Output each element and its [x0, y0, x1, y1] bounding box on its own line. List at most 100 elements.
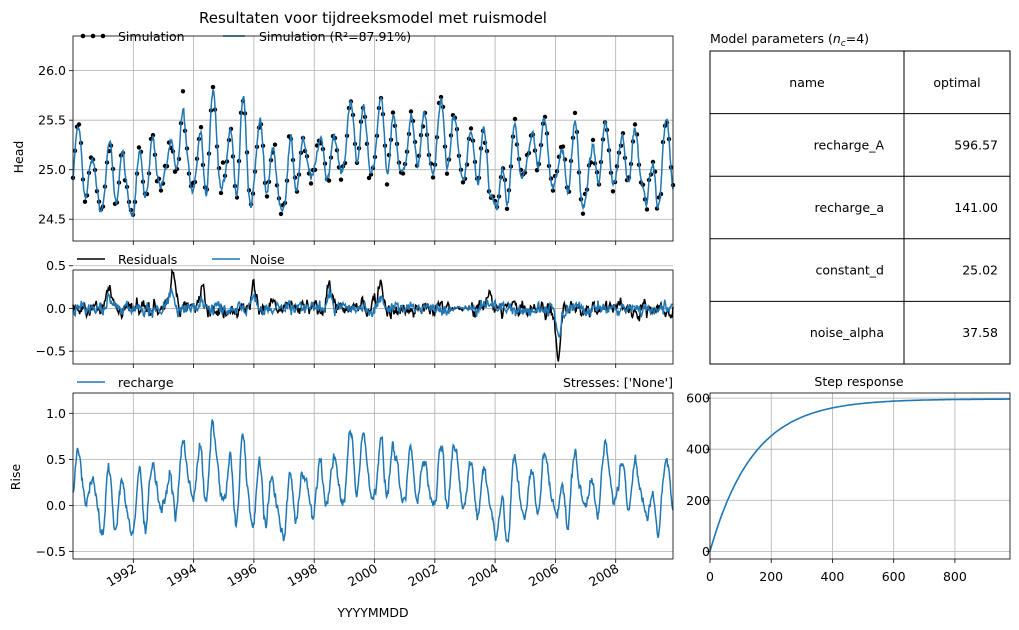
legend-label-recharge: recharge	[118, 375, 174, 390]
head-observation-point	[218, 190, 224, 196]
step-ytick-label: 600	[686, 391, 710, 406]
residuals-legend: Residuals Noise	[77, 252, 285, 267]
recharge-xlabel: YYYYMMDD	[336, 605, 408, 620]
head-observation-point	[180, 89, 186, 94]
head-observation-point	[430, 175, 436, 180]
noise-line	[72, 286, 674, 339]
recharge-ytick-label: 0.0	[46, 498, 66, 513]
step-xtick-label: 400	[821, 569, 845, 584]
step-ytick-label: 0	[702, 544, 710, 559]
residuals-axes-frame	[72, 269, 674, 365]
head-ytick-label: 24.5	[38, 212, 66, 227]
recharge-xtick-label: 1992	[104, 561, 139, 590]
table-border	[709, 50, 1011, 365]
head-legend: Simulation Simulation (R²=87.91%)	[80, 29, 411, 44]
recharge-line	[72, 419, 674, 544]
residuals-ytick-label: 0.0	[46, 301, 66, 316]
head-observation-point	[384, 182, 390, 187]
head-ytick-label: 26.0	[38, 63, 66, 78]
head-observation-point	[460, 180, 466, 185]
residuals-panel: Residuals Noise −0.5 0.0 0.5	[36, 252, 674, 368]
recharge-ylabel: Rise	[8, 464, 23, 491]
head-observation-point	[82, 199, 88, 204]
head-observation-point	[504, 206, 510, 211]
step-ytick-label: 400	[686, 442, 710, 457]
head-observations	[70, 84, 676, 217]
head-axes-frame	[72, 35, 674, 242]
legend-label-simulation-fit: Simulation (R²=87.91%)	[259, 29, 411, 44]
head-observation-point	[550, 188, 556, 193]
legend-label-residuals: Residuals	[118, 252, 177, 267]
recharge-xtick-label: 2006	[526, 561, 561, 590]
head-observation-point	[560, 144, 566, 149]
table-cell-name: noise_alpha	[810, 325, 884, 340]
step-response-panel: Step response 0 200 400 600 800 0 200 400 600	[686, 374, 1011, 584]
step-xtick-label: 800	[943, 569, 967, 584]
head-observation-point	[326, 178, 332, 183]
legend-label-simulation: Simulation	[118, 29, 185, 44]
head-observation-point	[278, 211, 284, 217]
head-observation-point	[580, 211, 586, 216]
table-header-optimal: optimal	[933, 75, 980, 90]
recharge-xtick-label: 2000	[345, 561, 380, 590]
head-observation-point	[272, 142, 278, 147]
stresses-annotation: Stresses: ['None']	[563, 375, 673, 390]
recharge-xtick-label: 2008	[586, 561, 621, 590]
step-xtick-label: 200	[759, 569, 783, 584]
head-observation-point	[390, 110, 396, 115]
head-ylabel: Head	[11, 141, 26, 174]
table-cell-optimal: 37.58	[962, 325, 998, 340]
head-observation-point	[210, 84, 216, 90]
head-observation-point	[264, 194, 270, 199]
recharge-ytick-label: 1.0	[46, 406, 66, 421]
head-observation-point	[590, 137, 596, 143]
table-cell-optimal: 596.57	[954, 137, 998, 152]
head-observation-point	[158, 188, 164, 193]
recharge-xtick-label: 2004	[466, 561, 501, 590]
step-ytick-label: 200	[686, 493, 710, 508]
figure-title: Resultaten voor tijdreeksmodel met ruism…	[199, 9, 547, 27]
step-xtick-label: 600	[882, 569, 906, 584]
table-cell-name: recharge_A	[814, 137, 885, 152]
head-observation-point	[468, 126, 474, 131]
legend-label-noise: Noise	[250, 252, 285, 267]
step-response-title: Step response	[814, 374, 904, 389]
head-panel: Head Simulation Simulation (R²=87.91%) 2…	[11, 29, 676, 245]
table-cell-optimal: 25.02	[962, 263, 998, 278]
step-response-line	[709, 398, 1010, 552]
head-observation-point	[220, 160, 226, 165]
head-observation-point	[366, 175, 372, 181]
table-cell-name: constant_d	[815, 263, 884, 278]
head-observation-point	[512, 116, 518, 122]
head-observation-point	[408, 109, 414, 114]
head-ytick-label: 25.5	[38, 113, 66, 128]
recharge-ytick-label: 0.5	[46, 452, 66, 467]
head-observation-point	[136, 145, 142, 150]
head-observation-point	[338, 177, 344, 182]
residuals-ytick-label: −0.5	[36, 344, 66, 359]
recharge-xtick-label: 1996	[224, 561, 259, 590]
table-cell-optimal: 141.00	[954, 200, 998, 215]
head-observation-point	[444, 171, 450, 176]
head-observation-point	[198, 125, 204, 130]
head-observation-point	[644, 207, 650, 212]
head-observation-point	[308, 181, 314, 186]
table-cell-name: recharge_a	[815, 200, 884, 215]
parameter-table-title: Model parameters (nc=4)	[710, 31, 869, 49]
recharge-xtick-label: 2002	[405, 561, 440, 590]
recharge-axes-frame	[72, 392, 674, 560]
recharge-panel: Rise YYYYMMDD recharge Stresses: ['None'…	[8, 375, 674, 620]
head-ytick-label: 25.0	[38, 162, 66, 177]
table-header-name: name	[789, 75, 825, 90]
step-xtick-label: 0	[706, 569, 714, 584]
parameter-table: Model parameters (nc=4) name optimal recha…	[709, 31, 1011, 365]
head-simulation-line	[72, 89, 674, 217]
head-observation-point	[632, 122, 638, 127]
head-observation-point	[572, 110, 578, 116]
residuals-ytick-label: 0.5	[46, 258, 66, 273]
head-observation-point	[150, 133, 156, 138]
head-observation-point	[610, 189, 616, 194]
step-axes-frame	[709, 392, 1011, 560]
head-observation-point	[400, 171, 406, 176]
